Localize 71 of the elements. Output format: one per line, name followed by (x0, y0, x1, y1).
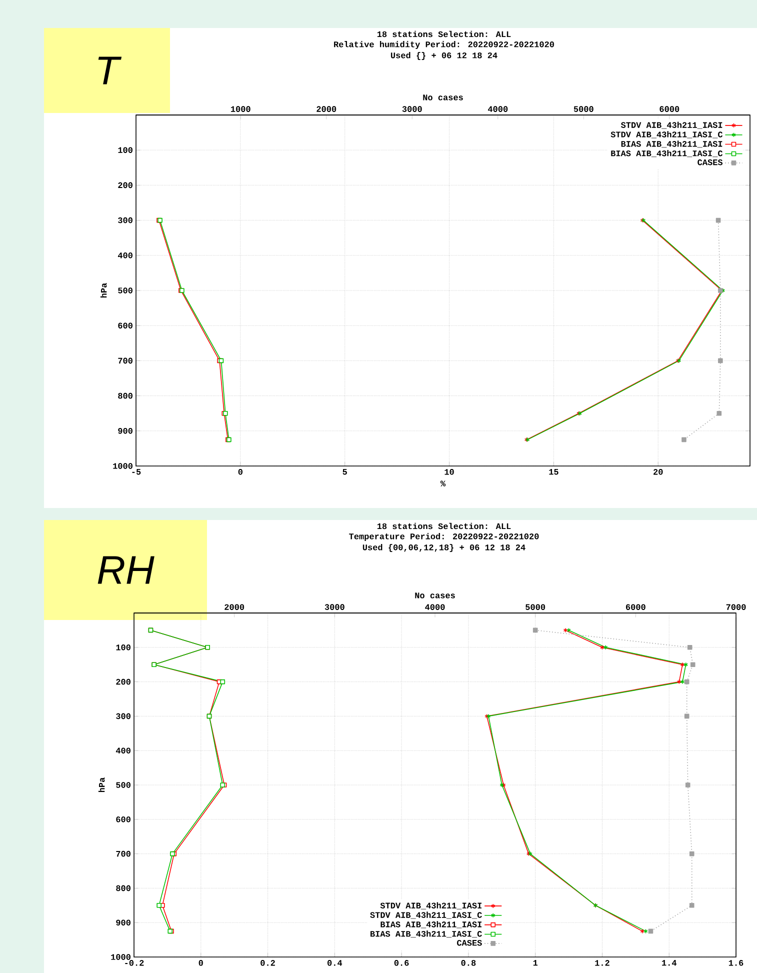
x-tick-label: 0.2 (260, 960, 275, 966)
y-tick-label: 500 (118, 288, 132, 294)
y-tick-label: 300 (116, 713, 130, 720)
x-tick-label: 0.6 (394, 960, 409, 966)
x-tick-label: 0 (238, 469, 242, 475)
legend-label: BIAS AIB_43h211_IASI (380, 921, 482, 928)
x-tick-label: -0.2 (125, 960, 144, 966)
y-tick-label: 100 (118, 147, 132, 153)
legend-label: BIAS AIB_43h211_IASI_C (370, 930, 482, 938)
legend-label: STDV AIB_43h211_IASI_C (370, 912, 482, 919)
x2-tick-label: 2000 (316, 106, 336, 112)
y-tick-label: 900 (116, 920, 130, 926)
x-tick-label: 20 (654, 469, 663, 475)
chart-subtitle: Temperature Period: 20220922-20221020 (349, 533, 539, 541)
legend-label: BIAS AIB_43h211_IASI_C (611, 150, 723, 158)
x-tick-label: -5 (132, 469, 141, 475)
y-tick-label: 700 (118, 358, 132, 364)
x2-tick-label: 5000 (574, 106, 594, 112)
y-tick-label: 200 (118, 182, 132, 188)
x2-tick-label: 5000 (526, 604, 546, 610)
y-tick-label: 400 (116, 748, 130, 754)
y-tick-label: 700 (116, 850, 130, 857)
x-tick-label: 1.2 (595, 960, 610, 966)
legend-label: BIAS AIB_43h211_IASI (621, 140, 722, 148)
chart-title: 18 stations Selection: ALL (377, 30, 511, 38)
text: Used {} + 06 12 18 24 (390, 52, 498, 60)
text: T (98, 56, 122, 84)
text: Used {00,06,12,18} + 06 12 18 24 (362, 544, 526, 552)
y-tick-label: 1000 (113, 463, 132, 469)
chart-title: 18 stations Selection: ALL (377, 522, 511, 530)
y-tick-label: 400 (118, 252, 132, 258)
x2-tick-label: 6000 (626, 604, 646, 610)
x-tick-label: 1.4 (662, 960, 677, 966)
y-tick-label: 300 (118, 217, 132, 224)
y-tick-label: 900 (118, 428, 132, 434)
x-tick-label: 1 (533, 960, 538, 966)
x2-tick-label: 1000 (231, 106, 250, 112)
chart-subtitle: Relative humidity Period: 20220922-20221020 (334, 41, 554, 49)
y-tick-label: 800 (116, 885, 130, 892)
x2-axis-title: No cases (415, 592, 455, 598)
y-tick-label: 500 (116, 782, 130, 788)
x2-tick-label: 4000 (488, 106, 508, 112)
legend-label: CASES (698, 159, 723, 166)
x-tick-label: 1.6 (728, 960, 744, 966)
x2-tick-label: 3000 (324, 604, 344, 610)
x2-tick-label: 3000 (402, 106, 422, 112)
x-tick-label: 5 (342, 469, 347, 475)
x-tick-label: 0.8 (461, 960, 476, 966)
legend-label: STDV AIB_43h211_IASI (380, 902, 482, 910)
y-axis-title: hPa (100, 283, 107, 298)
legend-label: STDV AIB_43h211_IASI (620, 122, 722, 129)
y-tick-label: 600 (116, 816, 130, 822)
text: RH (98, 556, 154, 584)
y-tick-label: 800 (118, 392, 132, 399)
legend-label: CASES (457, 940, 482, 946)
x2-tick-label: 4000 (425, 604, 445, 610)
x2-tick-label: 2000 (224, 604, 244, 610)
y-tick-label: 100 (116, 644, 130, 650)
x2-tick-label: 7000 (726, 604, 746, 610)
legend-label: STDV AIB_43h211_IASI_C (610, 131, 723, 138)
x-tick-label: 15 (549, 469, 558, 475)
y-tick-label: 600 (118, 322, 132, 328)
x2-axis-title: No cases (423, 94, 463, 100)
y-tick-label: 200 (116, 678, 130, 685)
x-tick-label: 10 (444, 469, 454, 475)
x-tick-label: 0 (198, 960, 203, 966)
x-tick-label: 0.4 (328, 960, 342, 966)
y-tick-label: 1000 (111, 954, 130, 960)
x2-tick-label: 6000 (660, 106, 680, 112)
y-axis-title: hPa (98, 778, 105, 792)
x-axis-title: % (440, 480, 446, 486)
